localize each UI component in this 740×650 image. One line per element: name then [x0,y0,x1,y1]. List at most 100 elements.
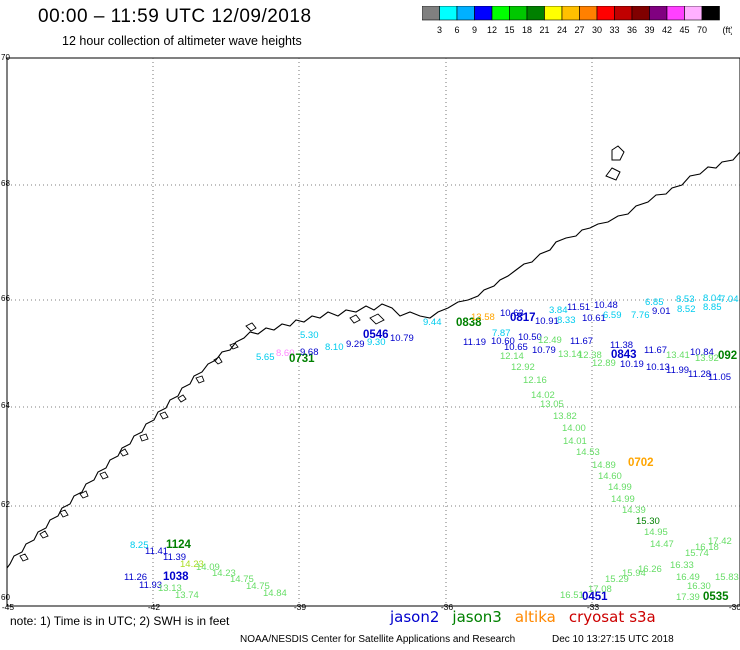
wave-height-value: 9.44 [423,317,442,328]
longitude-label: -39 [294,602,307,610]
pass-time-label: 0702 [628,457,654,469]
wave-height-value: 10.79 [532,345,556,356]
greenland-coastline [6,151,740,569]
wave-height-value: 10.91 [535,316,559,327]
wave-height-value: 5.65 [256,352,275,363]
wave-height-value: 6.59 [603,310,622,321]
wave-height-value: 8.52 [677,304,696,315]
graticule [7,58,740,606]
longitude-label: -30 [729,602,740,610]
wave-height-value: 10.48 [594,300,618,311]
wave-height-value: 8.53 [676,294,695,305]
latitude-label: 66 [1,294,10,303]
pass-time-label: 0843 [611,349,637,361]
colorbar-tick-label: 18 [522,25,532,35]
wave-height-value: 10.84 [690,347,714,358]
wave-height-value: 12.92 [511,362,535,373]
wave-height-value: 9.29 [346,339,365,350]
wave-height-value: 11.99 [666,365,689,376]
wave-height-value: 10.61 [582,313,606,324]
wave-height-value: 14.00 [562,423,586,434]
wave-height-value: 11.67 [570,336,593,347]
wave-height-value: 14.60 [598,471,622,482]
wave-height-map: 70 68 66 64 62 60 -45 -42 -39 -36 -33 -30 5.30 5.65… [1,53,740,610]
wave-height-value: 11.39 [163,552,186,563]
colorbar-tick-label: 3 [437,25,442,35]
satellite-legend: jason2 jason3 altika cryosat s3a [390,608,669,627]
wave-height-value: 9.01 [652,306,671,317]
wave-height-value: 14.99 [608,482,632,493]
wave-height-value: 11.67 [644,345,667,356]
colorbar-tick-label: 9 [472,25,477,35]
wave-height-value: 16.33 [670,560,694,571]
wave-height-value: 3.84 [549,305,568,316]
wave-height-value: 13.58 [471,312,495,323]
credit-text: NOAA/NESDIS Center for Satellite Applica… [240,634,516,645]
wave-height-value: 13.05 [540,399,564,410]
wave-height-value: 15.30 [636,516,660,527]
wave-height-value: 11.93 [139,580,162,591]
legend-cryosat: cryosat [568,608,625,626]
wave-height-value: 7.87 [492,328,511,339]
wave-height-value: 14.75 [230,574,254,585]
colorbar-tick-label: 27 [574,25,584,35]
wave-height-value: 15.94 [622,568,646,579]
wave-height-value: 10.63 [500,308,524,319]
colorbar-tick-label: 45 [679,25,689,35]
colorbar-tick-label: 21 [539,25,549,35]
wave-height-value: 14.39 [622,505,646,516]
wave-height-value: 16.51 [560,590,584,601]
wave-height-value: 14.47 [650,539,674,550]
wave-height-value: 14.01 [563,436,587,447]
wave-height-value: 8.85 [703,302,722,313]
wave-height-value: 13.13 [158,583,182,594]
wave-height-value: 14.95 [644,527,668,538]
pass-time-label: 0817 [510,312,536,324]
wave-height-value: 11.28 [688,369,711,380]
wave-height-value: 10.79 [390,333,414,344]
wave-height-value: 13.82 [553,411,577,422]
wave-height-value: 14.53 [576,447,600,458]
wave-height-value: 17.42 [708,536,732,547]
colorbar-tick-label: 70 [697,25,707,35]
latitude-label: 68 [1,179,10,188]
wave-height-value: 5.30 [300,330,319,341]
wave-height-value: 15.83 [715,572,739,583]
map-frame [6,57,740,607]
page-subtitle: 12 hour collection of altimeter wave hei… [62,34,302,48]
wave-height-value: 9.30 [367,337,386,348]
pass-time-label: 0535 [703,591,729,603]
wave-height-value: 12.38 [578,350,602,361]
wave-height-value: 16.26 [638,564,662,575]
pass-time-label: 0838 [456,317,482,329]
wave-height-value: 12.89 [592,358,616,369]
wave-height-value: 17.08 [588,584,612,595]
wave-height-value: 14.89 [592,460,616,471]
wave-height-value: 7.76 [631,310,650,321]
legend-s3a: s3a [629,608,656,626]
pass-time-label: 0546 [363,329,389,341]
wave-height-value: 14.23 [212,568,236,579]
wave-height-value: 13.74 [175,590,199,601]
wave-height-value: 12.16 [523,375,547,386]
coast-detail-islands [19,313,385,562]
wave-height-value: 13.92 [695,353,719,364]
coast-detail-north [605,145,625,181]
latitude-label: 60 [1,593,10,602]
pass-time-label: 0731 [289,353,315,365]
wave-height-value: 14.99 [611,494,635,505]
wave-height-value: 10.60 [491,336,515,347]
wave-height-value: 10.13 [646,362,670,373]
latitude-labels: 70 68 66 64 62 60 [1,53,10,602]
wave-height-value: 16.49 [676,572,700,583]
footer-note: note: 1) Time is in UTC; 2) SWH is in fe… [10,614,230,628]
wave-height-value: 15.74 [685,548,709,559]
wave-height-value: 8.25 [130,540,149,551]
wave-height-value: 12.49 [538,335,562,346]
wave-height-value: 11.51 [567,302,590,313]
wave-height-value: 10.19 [620,359,644,370]
colorbar-tick-label: 42 [662,25,672,35]
wave-height-value: 15.29 [605,574,629,585]
